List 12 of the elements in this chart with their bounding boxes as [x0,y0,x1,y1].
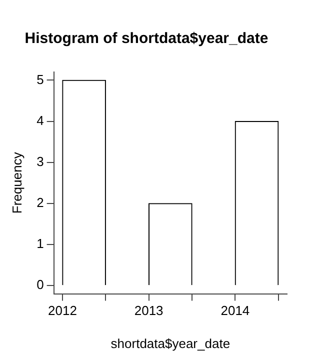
y-tick-label: 2 [36,195,44,210]
y-tick-label: 0 [36,277,44,292]
x-tick-label: 2014 [220,303,250,318]
y-tick-label: 3 [36,154,44,169]
x-tick-label: 2013 [134,303,164,318]
y-tick-label: 5 [36,72,44,87]
x-axis-title: shortdata$year_date [110,336,230,351]
chart-title: Histogram of shortdata$year_date [24,30,268,48]
y-tick-label: 4 [36,112,44,128]
y-tick-label: 1 [36,236,44,252]
x-tick-label: 2012 [48,303,77,318]
y-axis-title: Frequency [9,152,24,214]
